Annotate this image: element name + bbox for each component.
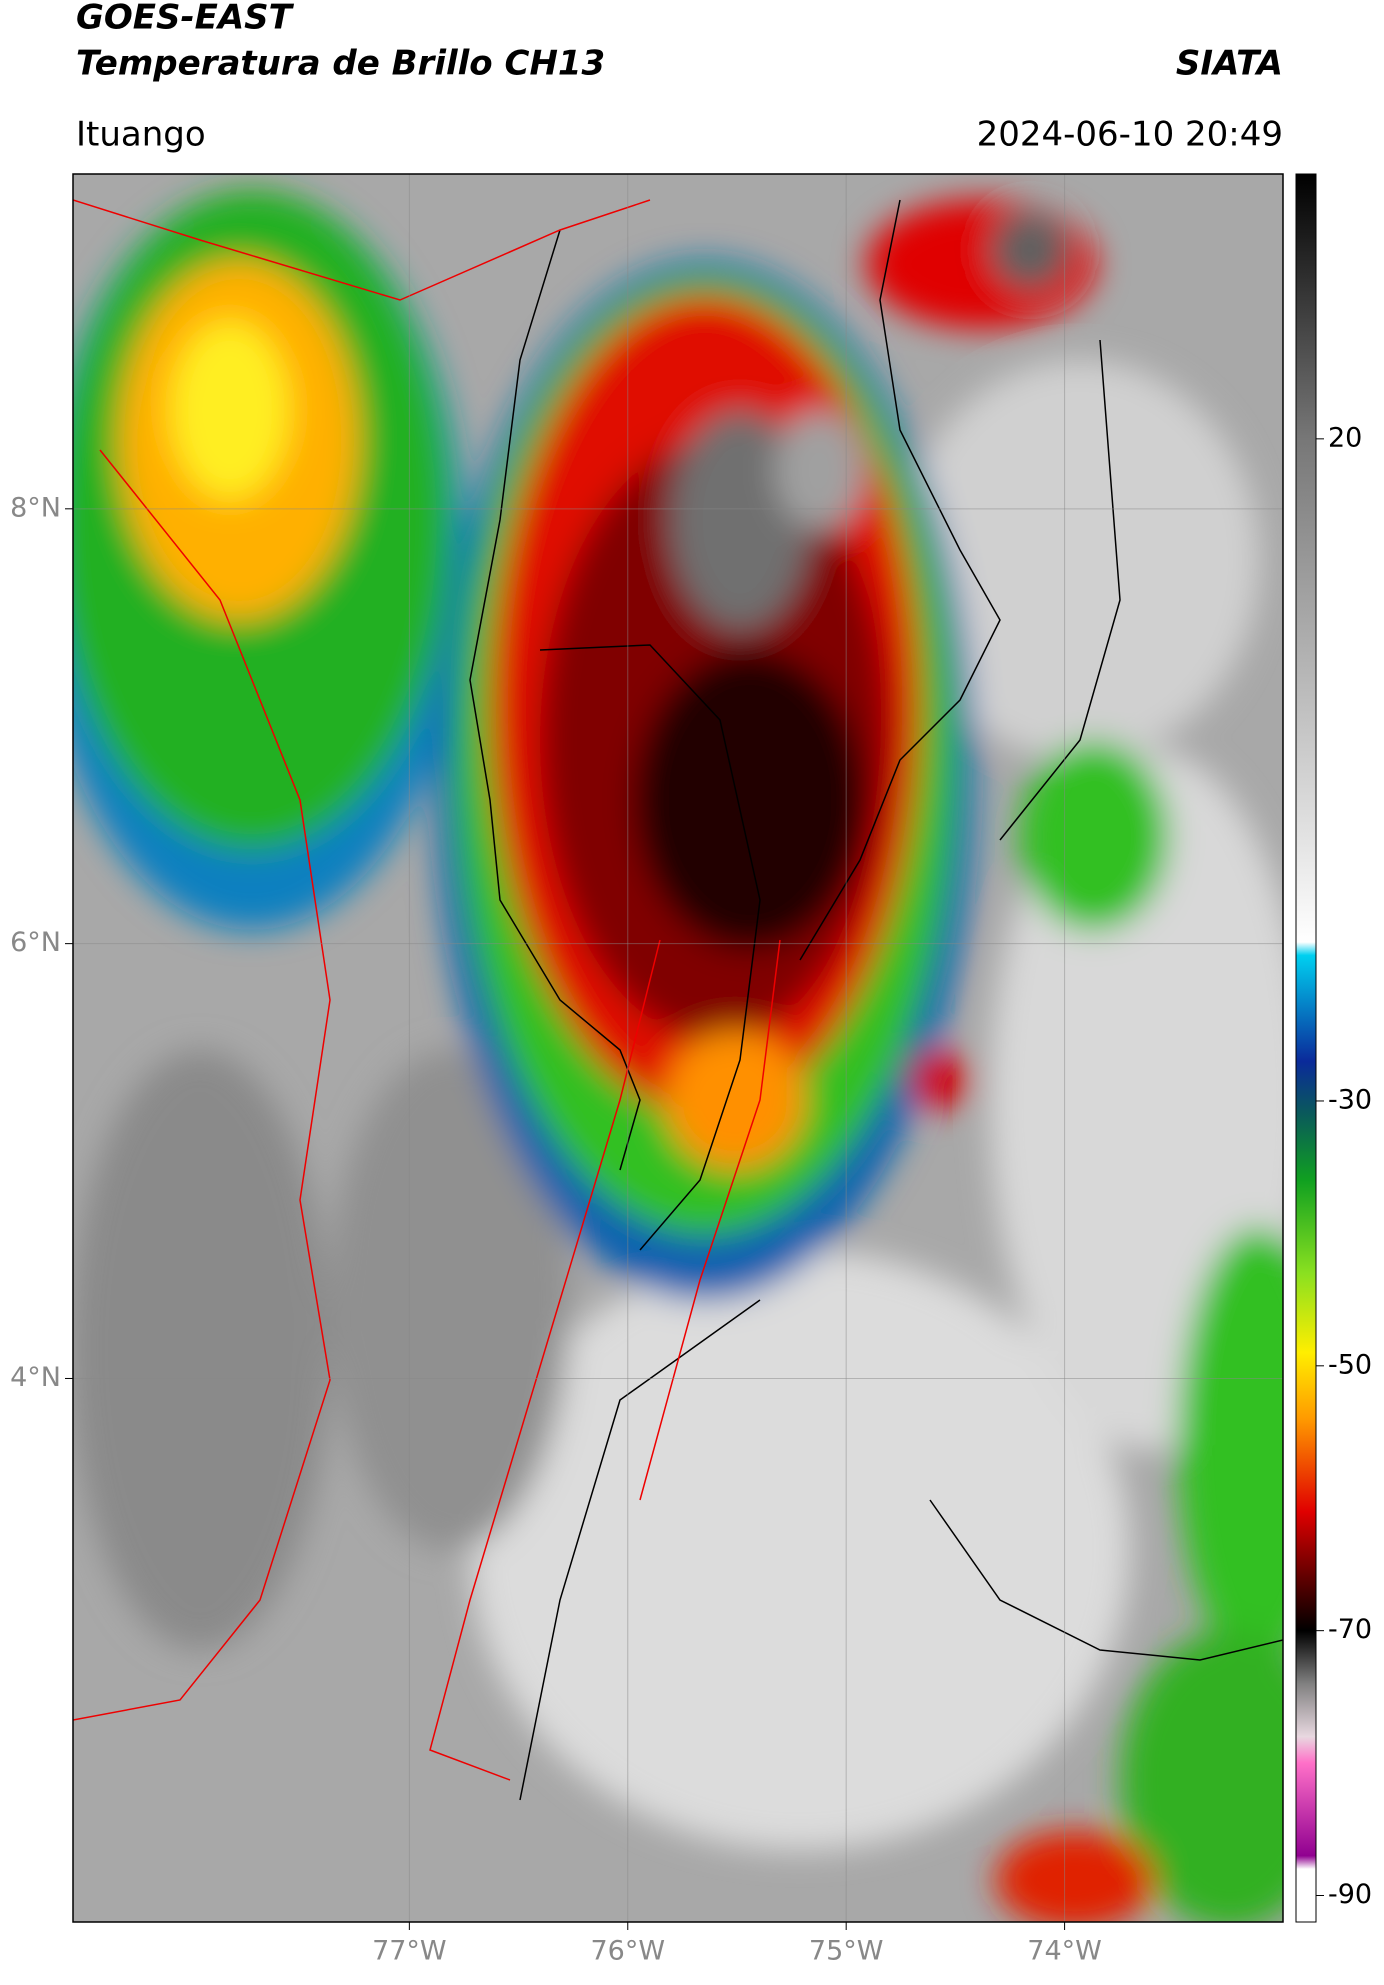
colorbar-tick-label: -90	[1328, 1879, 1372, 1910]
colorbar-tick-label: -70	[1328, 1614, 1372, 1645]
graticule	[73, 174, 1283, 1922]
x-tick-label: 74°W	[1027, 1936, 1102, 1967]
colorbar-tick-label: -50	[1328, 1349, 1372, 1380]
subtitle: Temperatura de Brillo CH13	[76, 44, 605, 84]
datetime: 2024-06-10 20:49	[977, 115, 1283, 155]
colorbar-tick-label: -30	[1328, 1084, 1372, 1115]
map-frame	[72, 173, 1284, 1923]
title: GOES-EAST	[76, 0, 295, 38]
y-tick-label: 8°N	[10, 492, 61, 523]
x-tick-label: 75°W	[809, 1936, 884, 1967]
colorbar-tick-label: 20	[1328, 422, 1362, 453]
y-tick-label: 4°N	[10, 1362, 61, 1393]
colorbar	[1295, 173, 1317, 1923]
satellite-image	[73, 174, 1283, 1922]
x-tick-label: 77°W	[372, 1936, 447, 1967]
location: Ituango	[76, 115, 206, 155]
agency: SIATA	[1176, 44, 1283, 84]
x-tick-label: 76°W	[590, 1936, 665, 1967]
y-tick-label: 6°N	[10, 927, 61, 958]
